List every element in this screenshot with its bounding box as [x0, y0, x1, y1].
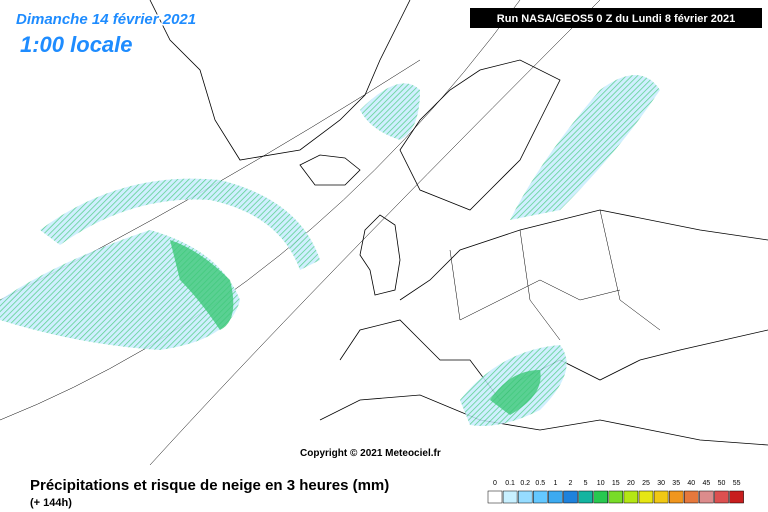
legend-swatch — [623, 490, 639, 504]
legend-swatch — [578, 490, 593, 504]
time-title: 1:00 locale — [20, 32, 133, 57]
footer-lead: (+ 144h) — [30, 497, 72, 509]
legend: 0 0.1 0.2 0.5 1 2 5 10 15 20 25 30 35 40 45 50 55 — [487, 480, 744, 504]
date-title: Dimanche 14 février 2021 — [16, 11, 196, 28]
legend-label: 40 — [687, 480, 695, 487]
legend-label: 55 — [733, 480, 741, 487]
copyright: Copyright © 2021 Meteociel.fr — [300, 448, 441, 459]
legend-label: 0.2 — [520, 480, 530, 487]
precip-swirl — [40, 178, 320, 270]
legend-label: 0 — [493, 480, 497, 487]
run-box — [470, 8, 762, 28]
legend-label: 35 — [672, 480, 680, 487]
legend-swatch — [699, 490, 714, 504]
legend-swatch — [593, 490, 608, 504]
legend-swatch — [487, 490, 503, 504]
scandinavia-coast — [399, 59, 561, 211]
iceland-coast — [299, 154, 361, 186]
legend-label: 0.5 — [535, 480, 545, 487]
footer-title: Précipitations et risque de neige en 3 h… — [30, 477, 389, 494]
legend-label: 10 — [597, 480, 605, 487]
legend-swatch — [608, 490, 624, 504]
footer — [0, 465, 768, 512]
precip-med-core — [490, 370, 541, 415]
greenland-coast — [149, 0, 411, 161]
legend-label: 15 — [612, 480, 620, 487]
precip-north — [360, 83, 420, 140]
legend-label: 5 — [584, 480, 588, 487]
legend-swatch — [729, 490, 744, 504]
britain-coast — [359, 214, 401, 296]
borders — [449, 209, 661, 341]
africa-coast — [319, 394, 768, 446]
legend-swatch — [714, 490, 729, 504]
legend-swatch — [653, 490, 669, 504]
map-background — [0, 0, 768, 465]
precip-russia — [510, 75, 660, 220]
legend-swatch — [533, 490, 548, 504]
legend-swatch — [638, 490, 654, 504]
legend-label: 30 — [657, 480, 665, 487]
legend-label: 45 — [703, 480, 711, 487]
legend-swatch — [563, 490, 578, 504]
legend-label: 2 — [569, 480, 573, 487]
legend-label: 0.1 — [505, 480, 515, 487]
legend-label: 20 — [627, 480, 635, 487]
legend-swatch — [684, 490, 699, 504]
legend-swatch — [502, 490, 518, 504]
map — [0, 0, 768, 466]
precip-core — [170, 240, 234, 330]
legend-swatch — [668, 490, 684, 504]
legend-label: 25 — [642, 480, 650, 487]
legend-label: 1 — [553, 480, 557, 487]
run-label: Run NASA/GEOS5 0 Z du Lundi 8 février 20… — [497, 13, 735, 25]
legend-swatch — [517, 490, 533, 504]
legend-label: 50 — [718, 480, 726, 487]
legend-swatch — [548, 490, 563, 504]
